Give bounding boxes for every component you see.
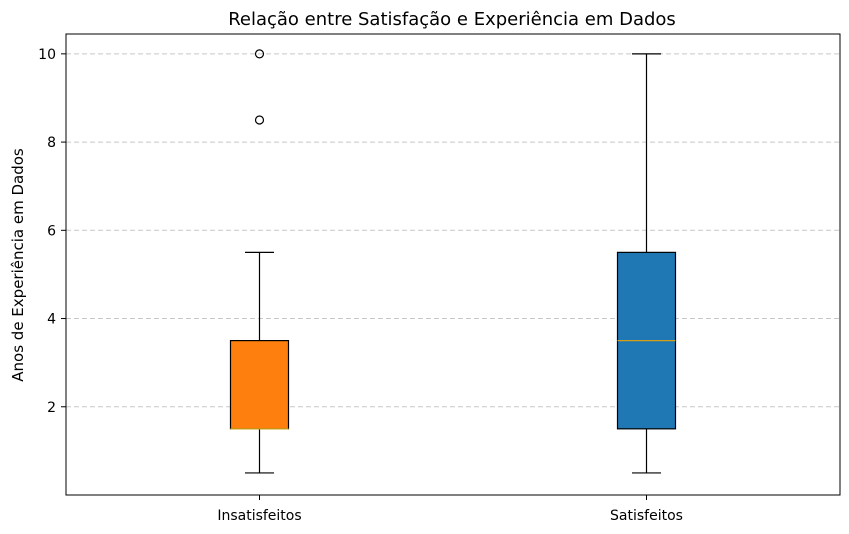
grid: [66, 53, 840, 408]
x-axis: Insatisfeitos Satisfeitos: [217, 495, 683, 524]
iqr-box: [229, 339, 290, 430]
outlier-point: [254, 49, 265, 59]
box-satisfeitos: [616, 53, 677, 474]
y-tick-label: 10: [38, 47, 56, 63]
y-tick-label: 2: [47, 400, 56, 416]
plot-frame: [65, 33, 841, 496]
boxes: [229, 49, 677, 474]
chart-title: Relação entre Satisfação e Experiência e…: [228, 9, 676, 30]
box-insatisfeitos: [229, 49, 290, 474]
y-tick-label: 4: [47, 312, 56, 328]
x-tick-label: Insatisfeitos: [217, 508, 301, 524]
y-tick-label: 6: [47, 223, 56, 239]
y-tick-label: 8: [47, 135, 56, 151]
y-axis-label: Anos de Experiência em Dados: [9, 148, 27, 382]
x-tick-label: Satisfeitos: [610, 508, 683, 524]
y-axis: 2 4 6 8 10: [38, 47, 66, 416]
outlier-point: [254, 115, 265, 125]
